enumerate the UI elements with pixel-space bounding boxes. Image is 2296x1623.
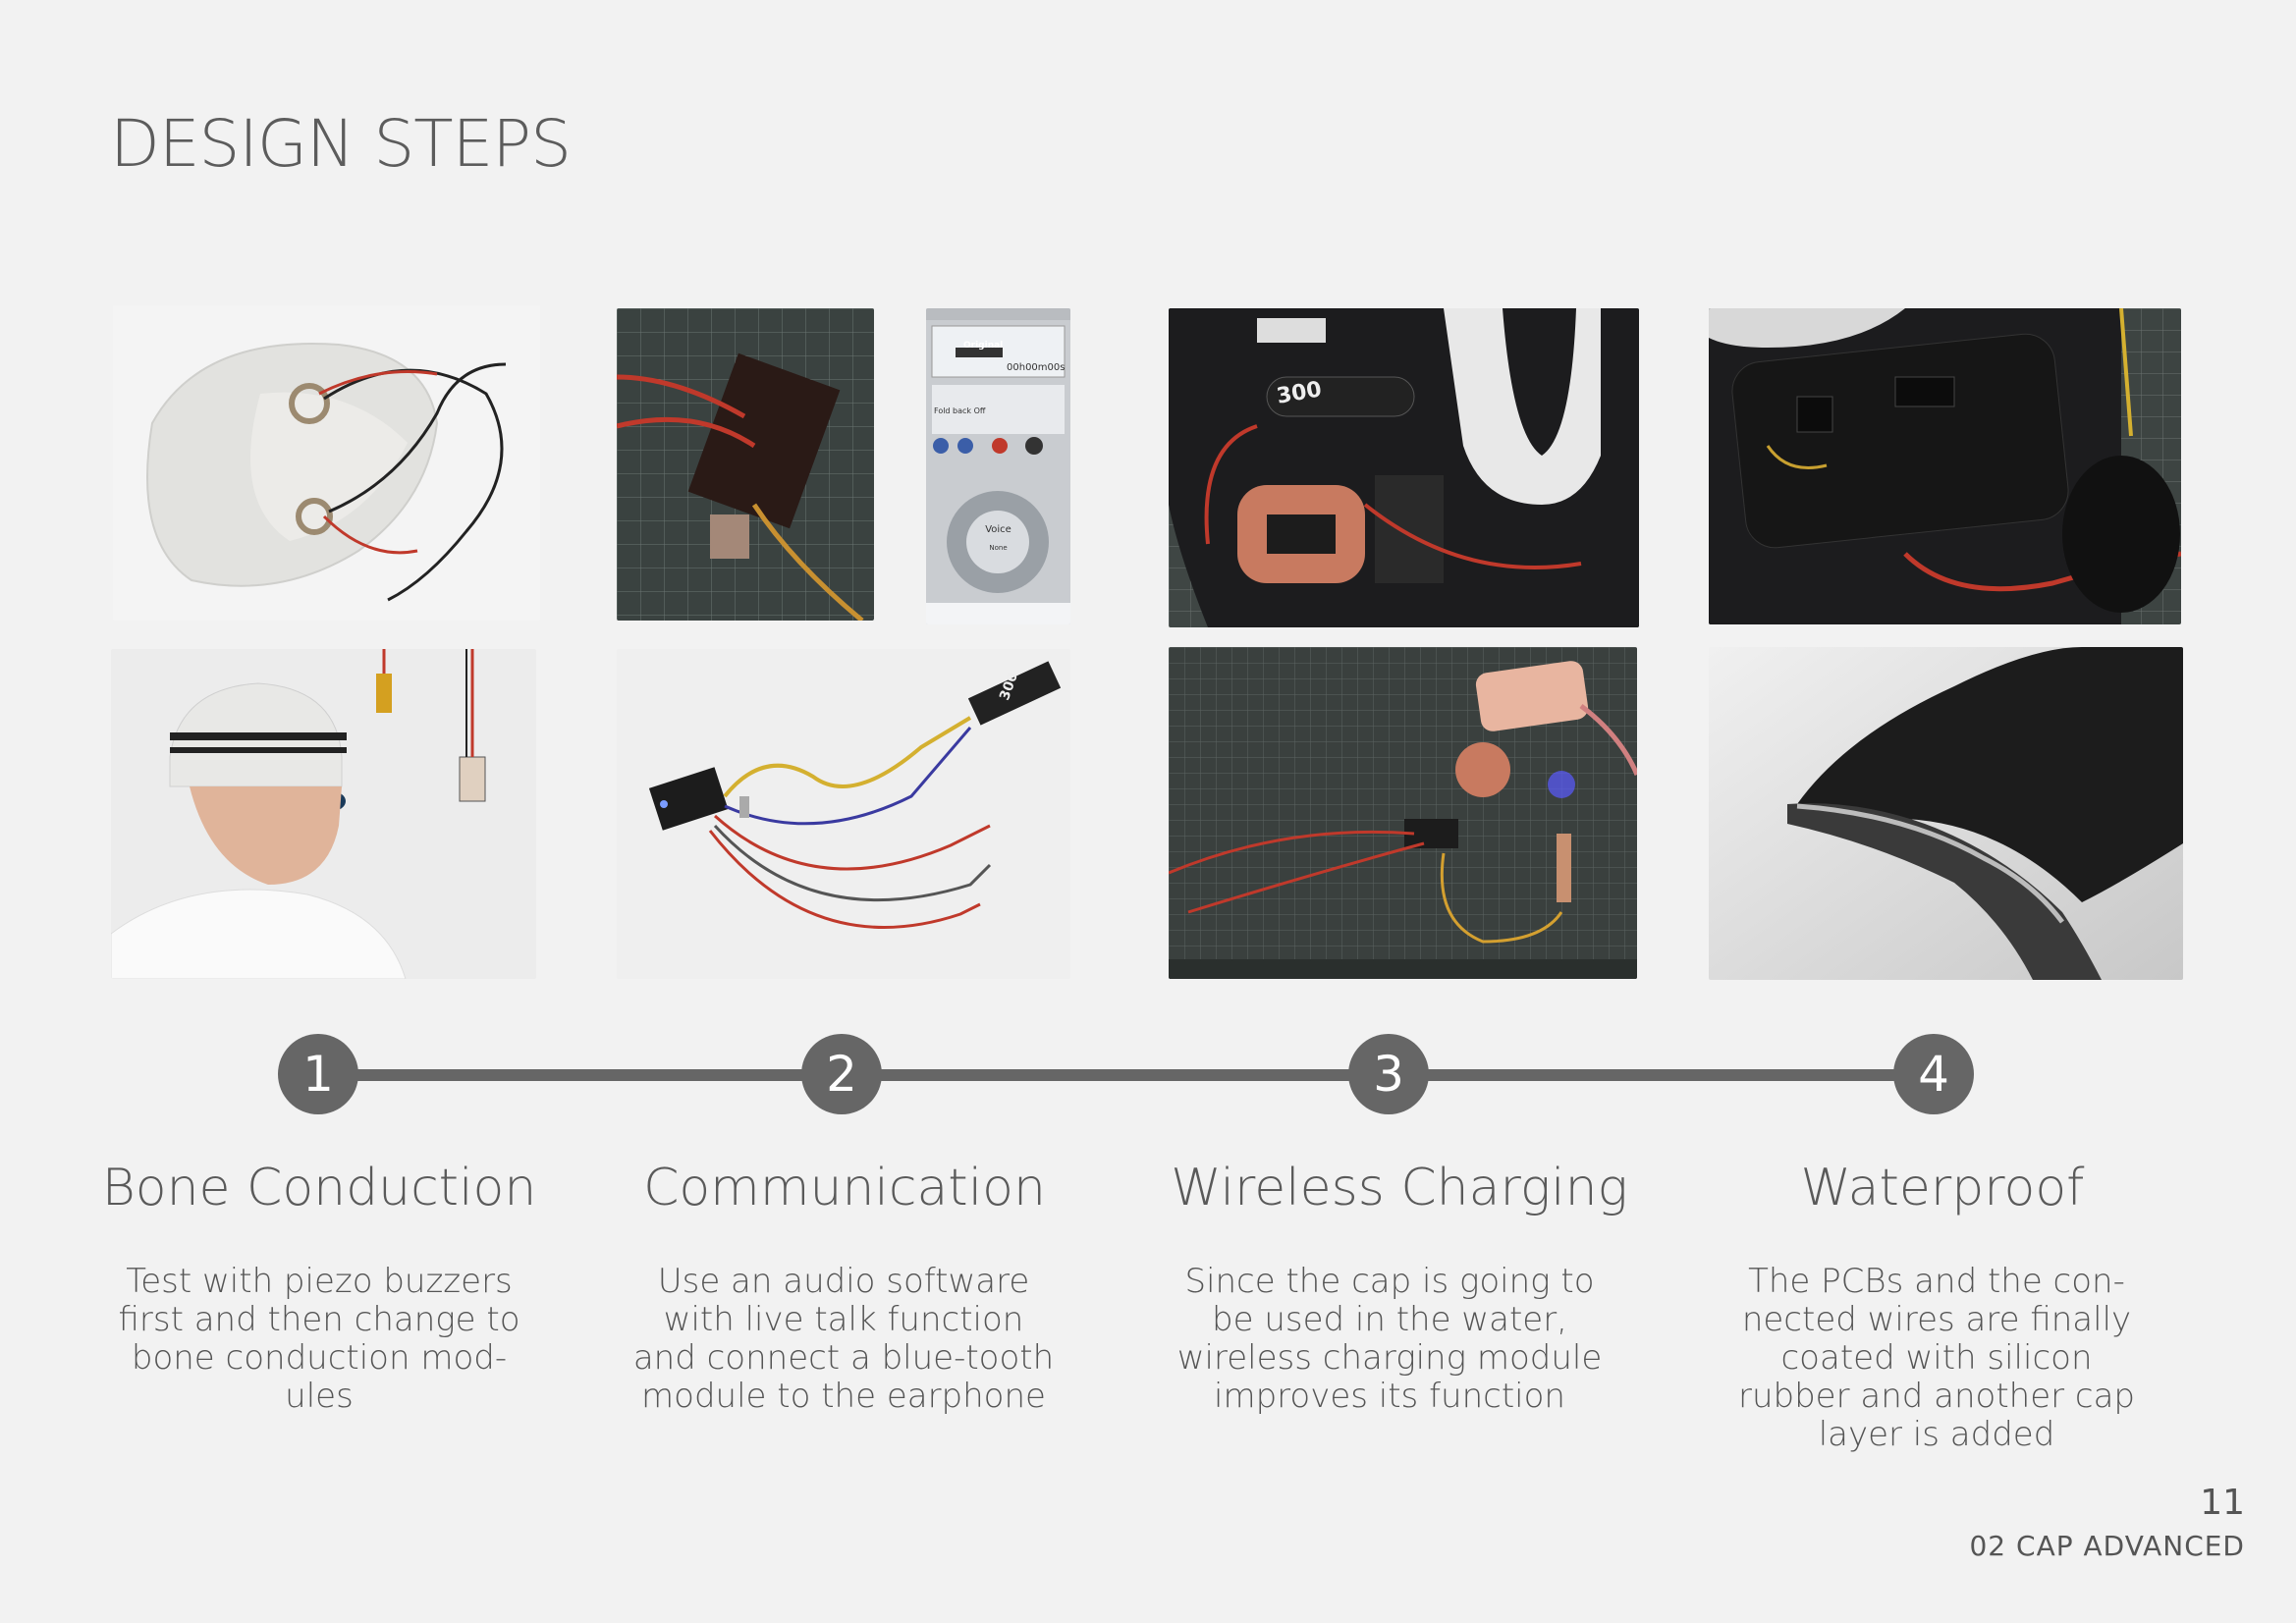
photo-wireless-coil-cap: 300	[1169, 308, 1639, 627]
step-3-title: Wireless Charging	[1171, 1159, 1628, 1217]
step-2-description: Use an audio software with live talk fun…	[632, 1262, 1055, 1416]
step-2-title: Communication	[643, 1159, 1046, 1217]
photo-wired-prototype: 300	[617, 649, 1070, 979]
photo-person-wearing-cap	[111, 649, 536, 979]
step-3-badge: 3	[1348, 1034, 1429, 1114]
photo-coated-pcb	[1709, 308, 2181, 624]
app-dial-sub: None	[989, 544, 1008, 552]
page-number: 11	[2200, 1483, 2245, 1523]
step-4-description: The PCBs and the con-nected wires are fi…	[1737, 1262, 2136, 1454]
timeline-line	[319, 1069, 1935, 1081]
chapter-label: 02 CAP ADVANCED	[1969, 1530, 2245, 1562]
app-fold-back: Fold back Off	[934, 406, 986, 415]
step-1-description: Test with piezo buzzers first and then c…	[118, 1262, 520, 1416]
photo-charging-setup	[1169, 647, 1637, 979]
photo-bluetooth-module-mat	[617, 308, 874, 621]
photo-audio-app-screen: Original 00h00m00s Fold back Off Voice N…	[926, 308, 1070, 624]
step-4-badge: 4	[1893, 1034, 1974, 1114]
app-dial-label: Voice	[985, 524, 1011, 535]
app-timer: 00h00m00s	[1007, 362, 1066, 373]
photo-swim-cap-piezo	[113, 305, 540, 621]
photo-cap-layer-closeup	[1709, 647, 2183, 980]
step-1-badge: 1	[278, 1034, 358, 1114]
step-2-badge: 2	[801, 1034, 882, 1114]
step-3-description: Since the cap is going to be used in the…	[1176, 1262, 1603, 1416]
step-1-title: Bone Conduction	[101, 1159, 537, 1217]
app-mode-label: Original	[963, 341, 1004, 351]
step-4-title: Waterproof	[1800, 1159, 2085, 1217]
page-title: DESIGN STEPS	[110, 106, 572, 182]
